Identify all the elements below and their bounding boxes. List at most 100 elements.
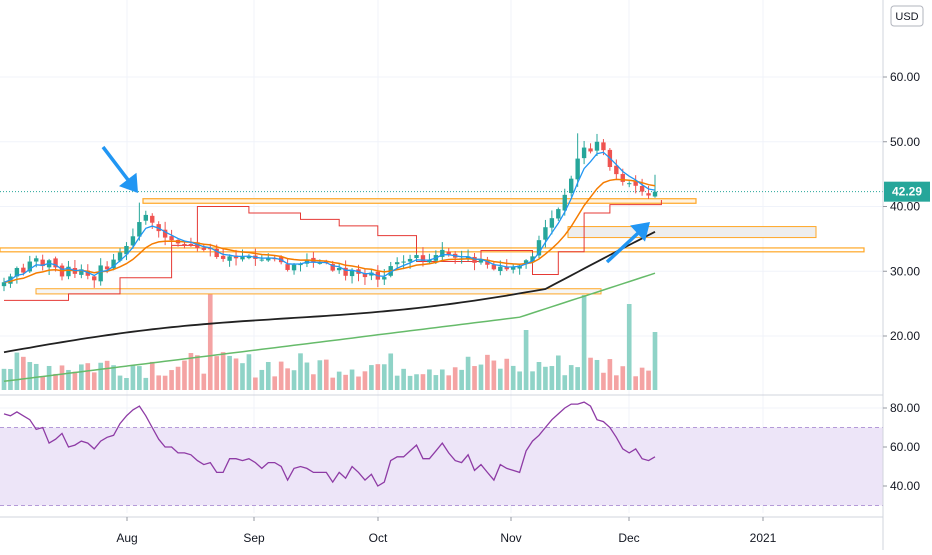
candle-body xyxy=(85,270,90,276)
candle-body xyxy=(66,266,71,277)
volume-bar xyxy=(620,366,626,390)
volume-bar xyxy=(536,362,542,390)
volume-bar xyxy=(53,373,58,390)
volume-bar xyxy=(233,358,239,390)
candle-body xyxy=(588,148,593,152)
candle-body xyxy=(407,258,413,262)
candle-body xyxy=(336,268,342,271)
volume-bar xyxy=(182,360,187,390)
price-tick-label: 20.00 xyxy=(890,329,920,343)
candle-body xyxy=(40,259,45,267)
volume-bar xyxy=(27,362,33,390)
volume-bar xyxy=(323,359,329,390)
volume-bar xyxy=(298,353,303,390)
candle-body xyxy=(246,255,252,259)
candle-body xyxy=(169,236,174,241)
candle-body xyxy=(575,158,580,180)
sma-50-line xyxy=(3,231,656,354)
candle-body xyxy=(240,256,245,260)
volume-bar xyxy=(633,376,638,390)
volume-bar xyxy=(207,290,213,390)
candle-body xyxy=(330,264,335,271)
volume-bar xyxy=(311,374,316,390)
candle-body xyxy=(562,194,567,211)
candle-body xyxy=(517,265,522,269)
candle-body xyxy=(227,256,232,261)
volume-bar xyxy=(530,371,535,390)
volume-bar xyxy=(104,360,110,390)
candle-body xyxy=(14,268,20,277)
volume-bar xyxy=(394,375,400,390)
last-price-label: 42.29 xyxy=(892,185,922,199)
annotation-arrow-left xyxy=(101,145,138,193)
volume-bar xyxy=(253,377,258,390)
volume-bar xyxy=(356,376,361,390)
volume-bar xyxy=(588,357,593,390)
candle-body xyxy=(440,249,445,257)
volume-bar xyxy=(85,363,91,390)
volume-bar xyxy=(91,372,97,390)
candle-body xyxy=(543,227,548,240)
volume-bar xyxy=(201,373,207,390)
candle-body xyxy=(394,262,400,265)
candle-body xyxy=(446,251,451,255)
candle-body xyxy=(556,209,561,219)
candle-body xyxy=(652,191,658,197)
volume-bar xyxy=(46,365,52,390)
candle-body xyxy=(343,267,348,276)
volume-bar xyxy=(381,364,387,390)
volume-bar xyxy=(626,304,632,390)
resistance-level-upper xyxy=(0,247,865,253)
volume-bar xyxy=(278,361,284,390)
moving-averages xyxy=(3,151,656,383)
volume-bar xyxy=(143,377,149,390)
price-tick-label: 40.00 xyxy=(890,200,920,214)
candle-body xyxy=(111,259,116,269)
volume-bar xyxy=(291,370,297,390)
price-tick-label: 50.00 xyxy=(890,135,920,149)
volume-bar xyxy=(652,332,658,390)
volume-bar xyxy=(14,352,20,390)
candle-body xyxy=(214,248,219,258)
time-tick-label: Sep xyxy=(243,531,265,545)
volume-bar xyxy=(575,367,580,390)
volume-bar xyxy=(427,369,432,390)
candle-body xyxy=(291,264,297,271)
candle-body xyxy=(34,258,39,262)
volume-bar xyxy=(188,353,194,390)
volume-bar xyxy=(66,369,71,390)
candle-body xyxy=(465,256,471,259)
candle-body xyxy=(162,229,168,238)
candle-body xyxy=(401,261,406,263)
volume-bar xyxy=(459,369,464,390)
volume-bar xyxy=(639,367,645,390)
volume-bar xyxy=(349,369,355,390)
trailing-stop-line xyxy=(4,200,662,301)
volume-bar xyxy=(8,368,13,390)
volume-bar xyxy=(240,363,245,390)
overlays xyxy=(0,191,883,301)
candle-body xyxy=(627,183,632,185)
candle-body xyxy=(150,215,155,223)
candle-body xyxy=(208,247,213,250)
volume-bar xyxy=(485,354,490,390)
candle-body xyxy=(182,243,187,245)
rsi-band xyxy=(0,427,883,506)
volume-bar xyxy=(98,362,104,390)
candle-body xyxy=(98,265,103,282)
candle-body xyxy=(620,174,625,182)
volume-bar xyxy=(517,371,522,390)
candle-body xyxy=(536,240,542,256)
volume-bar xyxy=(1,368,7,390)
time-tick-label: Aug xyxy=(116,531,137,545)
volume-bar xyxy=(465,356,471,390)
currency-badge xyxy=(890,5,924,27)
candle-body xyxy=(201,247,207,250)
candle-body xyxy=(569,178,574,194)
candle-body xyxy=(530,256,535,262)
candle-body xyxy=(614,165,619,175)
volume-bar xyxy=(420,374,426,390)
volume-bar xyxy=(601,372,606,390)
